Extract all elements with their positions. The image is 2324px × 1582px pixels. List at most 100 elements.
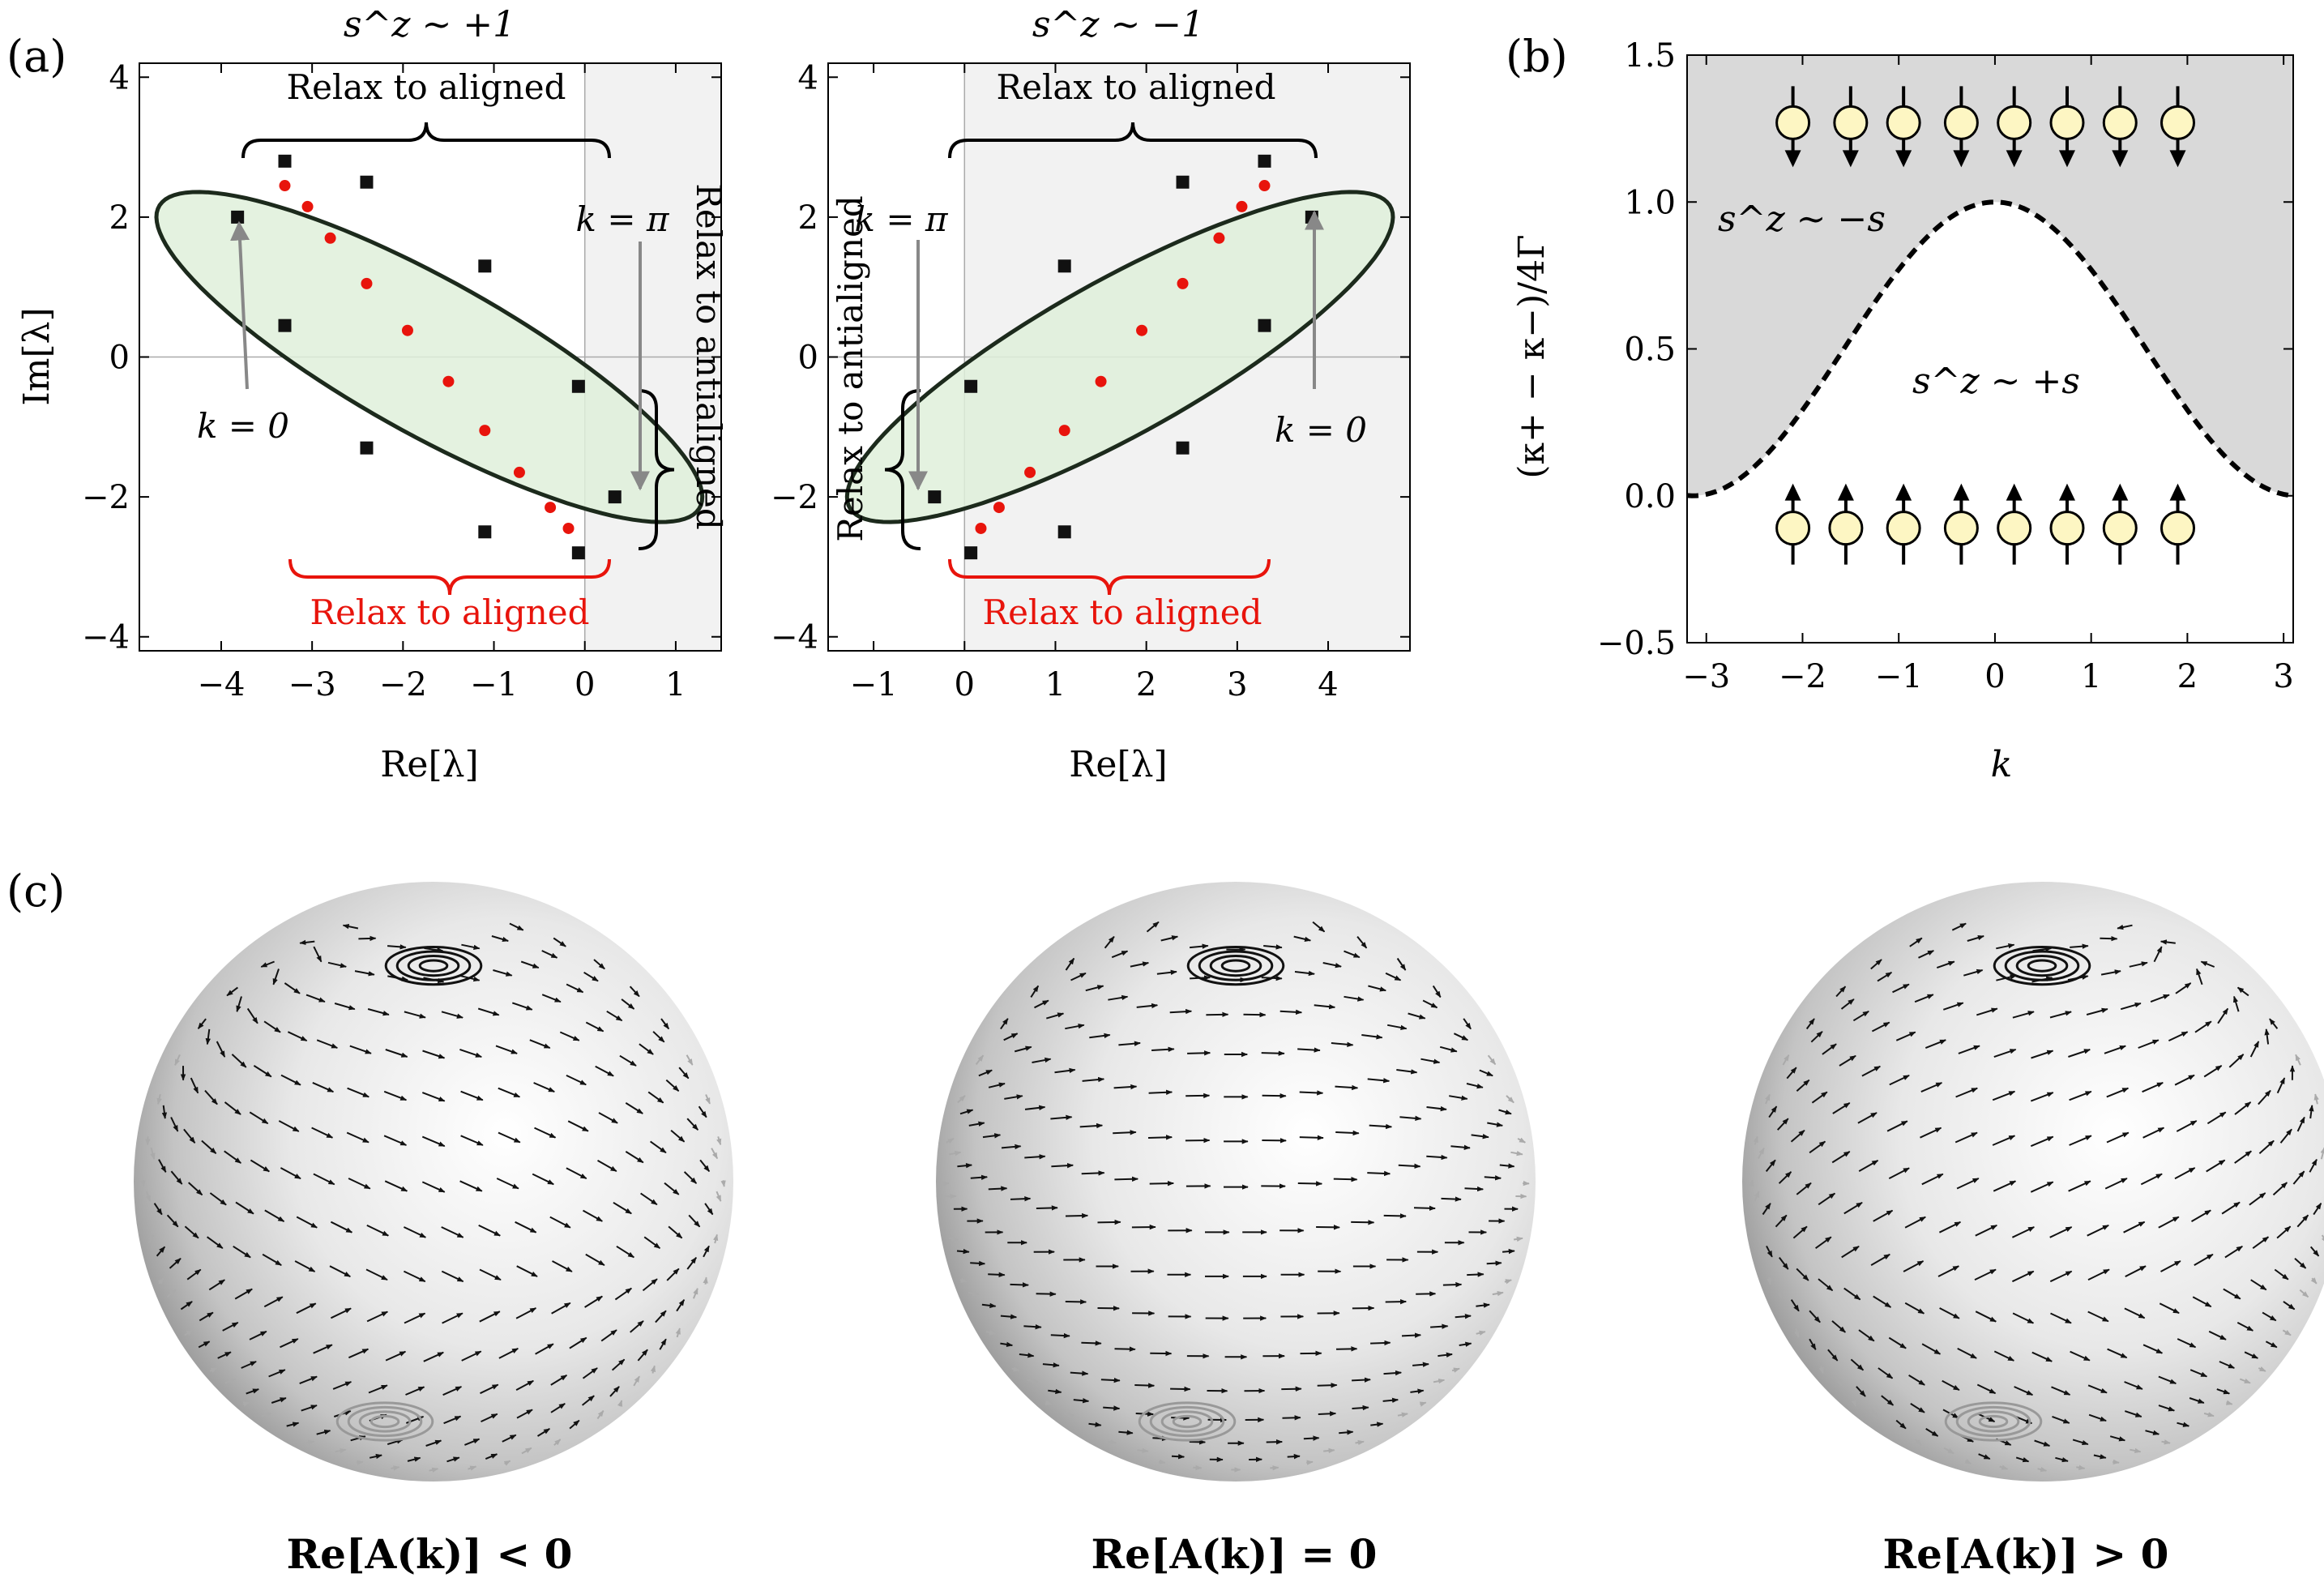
- vector-field-arrow: [461, 1350, 482, 1362]
- bottom-brace-label: Relax to aligned: [310, 592, 589, 632]
- vector-field-arrow: [2142, 1127, 2165, 1139]
- vector-field-arrow: [1293, 935, 1312, 942]
- vector-field-arrow: [566, 983, 584, 994]
- eigenvalue-ellipse: [844, 190, 1395, 524]
- red-eigenvalue-point: [301, 200, 314, 212]
- kpi-label: k = π: [855, 199, 949, 239]
- bottom-brace: [948, 558, 1271, 596]
- vector-field-arrow: [421, 1092, 446, 1102]
- black-square-marker: [1305, 210, 1318, 224]
- red-eigenvalue-point: [545, 502, 557, 514]
- vector-field-arrow: [1955, 1087, 1978, 1098]
- vector-field-arrow: [287, 1031, 308, 1042]
- vector-field-arrow: [1030, 985, 1040, 998]
- vector-field-arrow: [1430, 1323, 1449, 1329]
- vector-field-arrow: [224, 1101, 241, 1115]
- vector-field-arrow: [659, 1338, 667, 1350]
- vector-field-arrow: [1484, 1175, 1502, 1181]
- black-square-marker: [278, 154, 292, 168]
- spin-down: [1997, 86, 2032, 168]
- pole-vortex-ring: [1220, 959, 1251, 973]
- vector-field-arrow: [640, 1192, 658, 1206]
- y-tick-label: 1.5: [1624, 37, 1676, 75]
- vector-field-arrow: [1370, 1340, 1391, 1346]
- vector-field-arrow: [946, 1138, 955, 1144]
- arrow-down-icon: [2006, 150, 2023, 168]
- vector-field-arrow: [625, 1151, 644, 1164]
- top-brace-label: Relax to aligned: [996, 67, 1275, 107]
- vector-field-arrow: [153, 1203, 163, 1216]
- vector-field-arrow: [2158, 1405, 2176, 1412]
- vector-field-arrow: [1871, 1021, 1890, 1033]
- vector-field-arrow: [1023, 1323, 1042, 1330]
- red-eigenvalue-point: [1213, 232, 1225, 244]
- vector-field-arrow: [2142, 1344, 2164, 1354]
- vector-field-arrow: [2150, 994, 2170, 1003]
- vector-field-arrow: [1146, 921, 1160, 933]
- vector-field-arrow: [261, 1412, 272, 1417]
- black-square-marker: [478, 525, 492, 539]
- vector-field-arrow: [1070, 972, 1087, 981]
- y-tick-label: 0.0: [1624, 478, 1676, 515]
- pole-vortex-ring: [1944, 1401, 2043, 1442]
- vector-field-arrow: [613, 1201, 632, 1215]
- vector-field-arrow: [2052, 1415, 2070, 1424]
- black-square-marker: [571, 546, 585, 560]
- spin-up: [1886, 483, 1921, 565]
- vector-field-arrow: [2292, 1170, 2305, 1185]
- vector-field-arrow: [1975, 1310, 1997, 1323]
- vector-field-arrow: [1492, 1290, 1504, 1297]
- vector-field-arrow: [716, 1191, 722, 1202]
- spin-ball: [1775, 511, 1811, 546]
- black-square-marker: [278, 319, 292, 332]
- vector-field-arrow: [1111, 950, 1129, 959]
- vector-field-arrow: [1996, 943, 2015, 950]
- vector-field-arrow: [1873, 1295, 1892, 1308]
- vector-field-arrow: [441, 1270, 464, 1283]
- red-eigenvalue-point: [442, 375, 455, 387]
- vector-field-arrow: [1118, 1430, 1134, 1435]
- spin-ball: [2160, 511, 2196, 546]
- vector-field-arrow: [403, 1270, 426, 1283]
- vector-field-arrow: [515, 1221, 537, 1234]
- y-tick-label: 4: [798, 59, 818, 96]
- vector-field-arrow: [1108, 994, 1129, 1001]
- vector-field-arrow: [1936, 960, 1955, 969]
- vector-field-arrow: [313, 1344, 333, 1354]
- vector-field-arrow: [459, 1048, 482, 1058]
- vector-field-arrow: [2258, 1089, 2271, 1105]
- vector-field-arrow: [2124, 1307, 2146, 1319]
- kpi-label: k = π: [576, 199, 670, 239]
- vector-field-arrow: [1476, 1302, 1490, 1308]
- vector-field-arrow: [1904, 1302, 1925, 1315]
- vector-field-arrow: [630, 1320, 644, 1333]
- vector-field-arrow: [2030, 1181, 2054, 1193]
- vector-field-arrow: [249, 1111, 269, 1125]
- vector-field-arrow: [1088, 1422, 1102, 1427]
- vector-field-arrow: [606, 1010, 623, 1022]
- red-eigenvalue-point: [401, 324, 413, 336]
- red-eigenvalue-point: [1024, 466, 1036, 478]
- vector-field-arrow: [334, 1003, 356, 1011]
- vector-field-arrow: [280, 1167, 301, 1180]
- vector-field-arrow: [2124, 1410, 2142, 1417]
- vector-field-arrow: [2221, 1201, 2241, 1215]
- vector-field-arrow: [2113, 1459, 2120, 1465]
- vector-field-arrow: [650, 1365, 656, 1374]
- vector-field-arrow: [253, 1065, 272, 1078]
- vector-field-arrow: [1942, 1379, 1960, 1391]
- vector-field-arrow: [1318, 1411, 1337, 1417]
- vector-field-arrow: [1065, 957, 1075, 971]
- vector-field-arrow: [1412, 1362, 1429, 1367]
- vector-field-arrow: [365, 1268, 388, 1281]
- vector-field-arrow: [520, 960, 540, 969]
- vector-field-arrow: [1136, 1003, 1159, 1009]
- vector-field-arrow: [985, 1329, 997, 1336]
- vector-field-arrow: [533, 1082, 555, 1093]
- vector-field-arrow: [1790, 1299, 1800, 1312]
- spin-ball: [1886, 105, 1921, 140]
- vector-field-arrow: [1361, 1034, 1383, 1040]
- vector-field-arrow: [1079, 1122, 1104, 1129]
- vector-field-arrow: [968, 1290, 980, 1297]
